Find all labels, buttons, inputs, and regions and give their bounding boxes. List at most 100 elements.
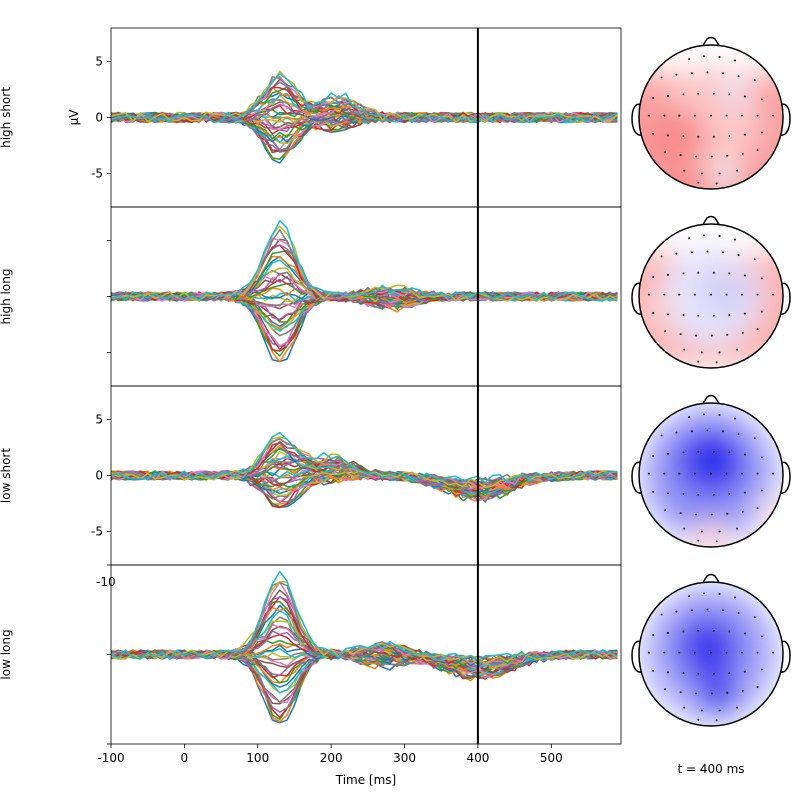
sensor-dot xyxy=(647,472,650,475)
sensor-dot xyxy=(760,277,763,280)
sensor-dot xyxy=(743,133,746,136)
sensor-dot xyxy=(697,181,700,184)
topomap-blob xyxy=(696,442,733,479)
y-axis-label: µV xyxy=(67,109,81,126)
sensor-dot xyxy=(772,114,775,117)
sensor-dot xyxy=(695,155,698,158)
sensor-dot xyxy=(721,430,724,433)
sensor-dot xyxy=(683,527,686,530)
nose xyxy=(701,394,721,406)
topomap-0 xyxy=(631,36,791,190)
sensor-dot xyxy=(736,348,739,351)
sensor-dot xyxy=(756,651,759,654)
sensor-dot xyxy=(697,493,700,496)
sensor-dot xyxy=(741,689,744,692)
row-labels: high short high long low short low long xyxy=(0,87,13,680)
sensor-dot xyxy=(666,671,669,674)
sensor-dot xyxy=(710,692,713,695)
traces xyxy=(111,219,618,363)
x-axis-label: Time [ms] xyxy=(335,773,397,787)
sensor-dot xyxy=(728,451,731,454)
sensor-dot xyxy=(706,250,709,253)
sensor-dot xyxy=(647,114,650,117)
y-tick-label: 0 xyxy=(95,469,103,483)
topomap-blob xyxy=(696,672,740,716)
channel-trace xyxy=(111,72,618,124)
row-label: low short xyxy=(0,448,13,503)
sensor-dot xyxy=(712,271,715,274)
sensor-dot xyxy=(697,539,700,542)
topomap-1 xyxy=(631,215,791,369)
left-ear xyxy=(631,640,642,673)
sensor-dot xyxy=(712,493,715,496)
sensor-dot xyxy=(675,252,678,255)
sensor-dot xyxy=(718,56,721,59)
sensor-dot xyxy=(693,293,696,296)
sensor-dot xyxy=(760,456,763,459)
topomap-2 xyxy=(631,394,791,548)
sensor-dot xyxy=(760,635,763,638)
panel-1 xyxy=(107,206,622,387)
sensor-dot xyxy=(682,314,685,317)
sensor-dot xyxy=(710,651,712,654)
sensor-dot xyxy=(743,632,746,635)
sensor-dot xyxy=(741,152,744,155)
sensor-dot xyxy=(682,672,685,675)
traces xyxy=(111,431,618,509)
x-tick-label: 0 xyxy=(181,751,189,765)
sensor-dot xyxy=(688,416,691,419)
x-tick-label: 100 xyxy=(246,751,269,765)
sensor-dot xyxy=(715,540,718,543)
sensor-dot xyxy=(660,613,663,616)
sensor-dot xyxy=(666,492,669,495)
sensor-dot xyxy=(683,348,686,351)
sensor-dot xyxy=(700,709,703,712)
y-tick-label: 5 xyxy=(95,413,103,427)
sensor-dot xyxy=(743,95,746,98)
sensor-dot xyxy=(678,114,681,117)
panel-2: -5 0 5 xyxy=(91,385,622,566)
traces xyxy=(111,70,618,164)
topomap-field xyxy=(639,403,783,547)
sensor-dot xyxy=(718,530,721,533)
sensor-dot xyxy=(702,413,705,416)
sensor-dot xyxy=(679,154,682,157)
sensor-dot xyxy=(666,452,669,455)
channel-trace xyxy=(111,76,618,124)
topomap-field xyxy=(639,224,783,368)
sensor-dot xyxy=(753,79,756,82)
y-tick-label: -5 xyxy=(91,166,103,180)
sensor-dot xyxy=(737,433,740,436)
sensor-dot xyxy=(683,169,686,172)
sensor-dot xyxy=(737,254,740,257)
time-label: t = 400 ms xyxy=(677,762,744,776)
left-ear xyxy=(631,461,642,494)
sensor-dot xyxy=(733,238,736,241)
sensor-dot xyxy=(741,293,744,296)
sensor-dot xyxy=(743,670,746,673)
sensor-dot xyxy=(682,135,685,138)
butterfly-panels: -5 0 5 µV -5 0 5 -10 xyxy=(67,27,622,745)
sensor-dot xyxy=(712,672,715,675)
sensor-dot xyxy=(710,472,712,475)
sensor-dot xyxy=(664,151,667,154)
topomaps xyxy=(631,36,791,727)
sensor-dot xyxy=(660,76,663,79)
sensor-dot xyxy=(666,134,669,137)
topomap-field xyxy=(639,582,783,726)
sensor-dot xyxy=(718,351,721,354)
sensor-dot xyxy=(700,351,703,354)
sensor-dot xyxy=(710,334,713,337)
y-tick-label: -10 xyxy=(96,575,116,589)
sensor-dot xyxy=(688,237,691,240)
sensor-dot xyxy=(663,293,666,296)
sensor-dot xyxy=(697,92,700,95)
x-tick-label: 400 xyxy=(466,751,489,765)
sensor-dot xyxy=(715,361,718,364)
channel-trace xyxy=(111,225,618,302)
sensor-dot xyxy=(756,328,759,331)
sensor-dot xyxy=(772,651,775,654)
channel-trace xyxy=(111,431,618,484)
sensor-dot xyxy=(741,331,744,334)
sensor-dot xyxy=(715,719,718,722)
